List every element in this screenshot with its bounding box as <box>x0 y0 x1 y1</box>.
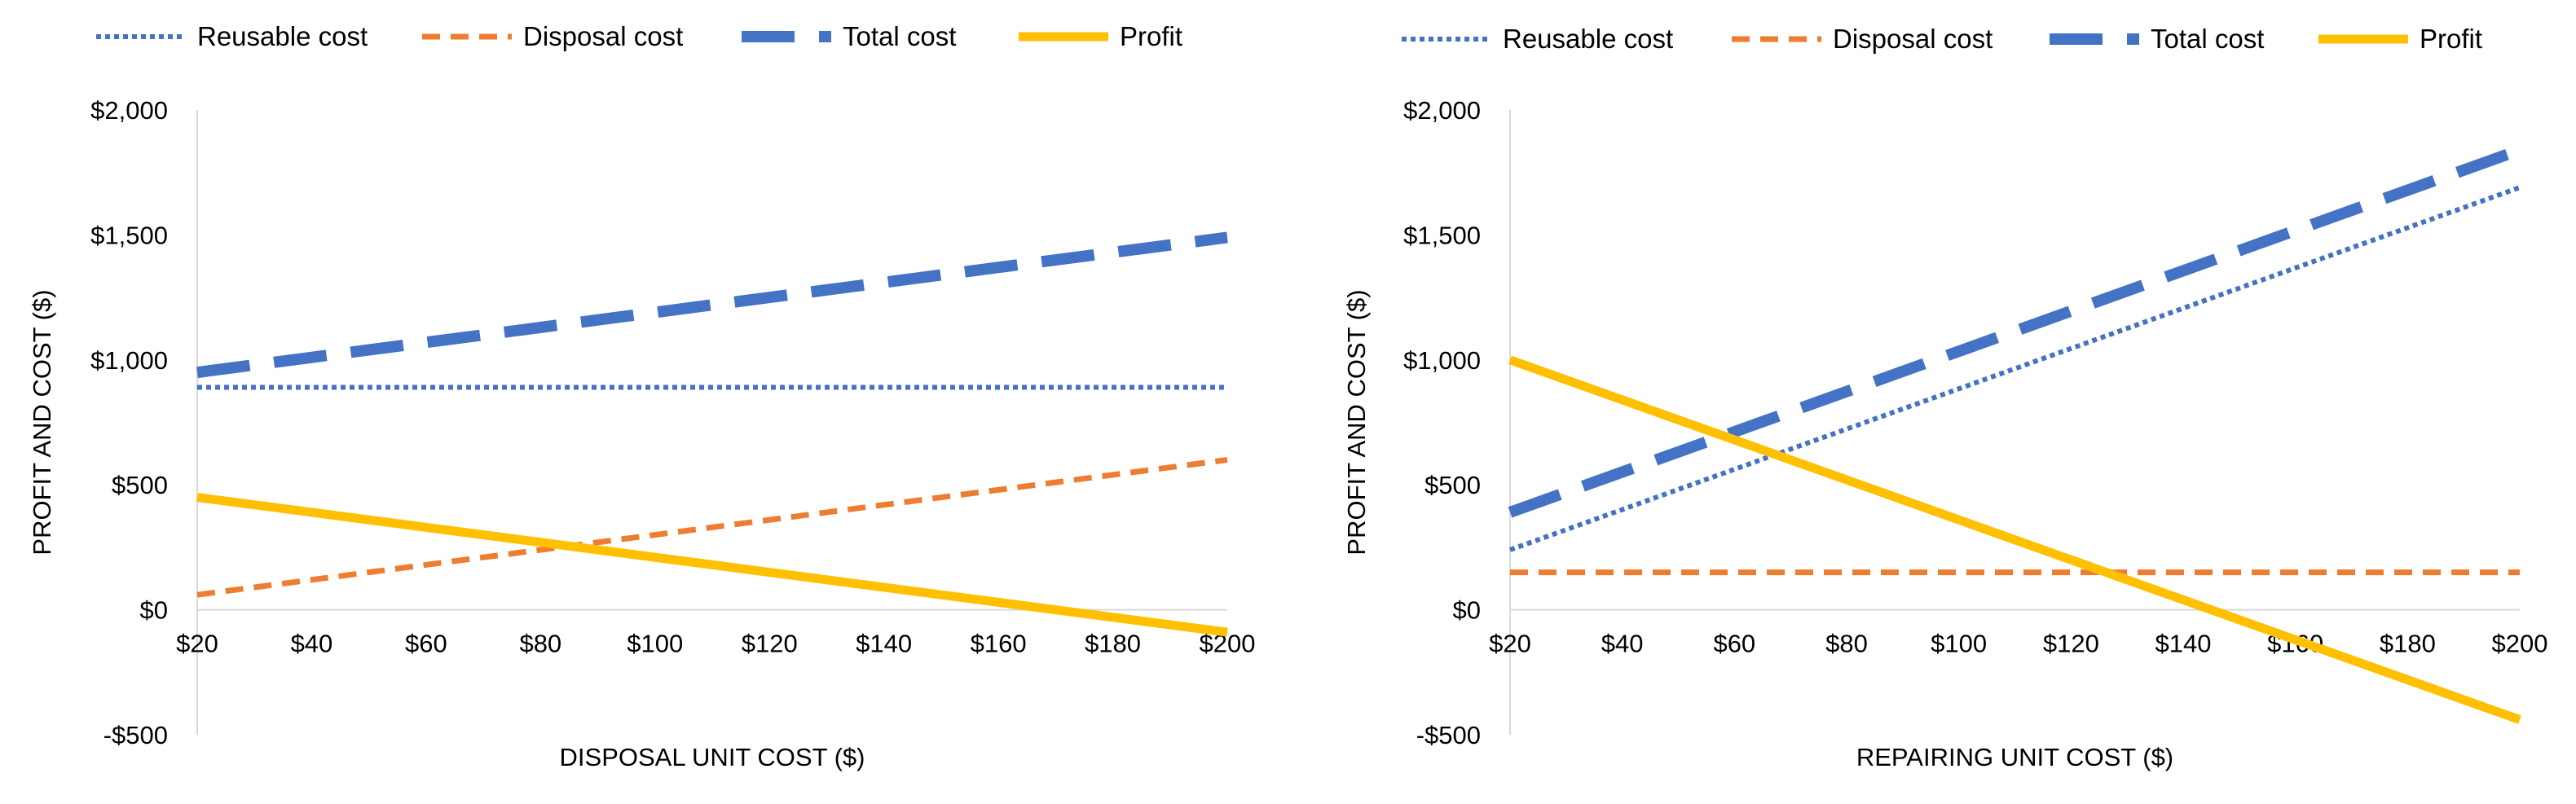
x-tick-label: $140 <box>2155 630 2212 658</box>
series-line-profit <box>1508 355 2521 724</box>
y-tick-label: $1,500 <box>1403 221 1481 249</box>
legend-label-reusable-cost: Reusable cost <box>197 21 368 51</box>
x-tick-label: $40 <box>1601 630 1644 658</box>
x-tick-label: $40 <box>291 630 333 658</box>
legend-label-profit: Profit <box>1120 21 1182 51</box>
legend-label-reusable-cost: Reusable cost <box>1503 24 1673 54</box>
x-tick-label: $180 <box>2380 630 2436 658</box>
legend-label-total-cost: Total cost <box>2151 24 2264 54</box>
legend-label-disposal-cost: Disposal cost <box>523 21 683 51</box>
y-tick-label: $1,000 <box>90 346 168 375</box>
x-tick-label: $120 <box>2043 630 2099 658</box>
y-tick-label: $500 <box>112 471 168 499</box>
series-line-disposal-cost <box>196 457 1228 598</box>
x-tick-label: $80 <box>519 630 561 658</box>
chart-disposal-unit-cost: -$500 $0 $500 $1,000 $1,500 $2,000 $20 $40 $60 $8… <box>28 21 1255 771</box>
x-tick-label: $200 <box>2492 630 2548 658</box>
legend-label-disposal-cost: Disposal cost <box>1833 24 1993 54</box>
series-line-profit <box>196 493 1228 637</box>
y-axis-title: PROFIT AND COST ($) <box>1342 289 1371 555</box>
x-tick-label: $100 <box>1931 630 1987 658</box>
x-tick-label: $60 <box>405 630 447 658</box>
y-tick-label: $1,500 <box>90 221 168 249</box>
series-line-total-cost <box>1508 144 2522 518</box>
y-tick-label: $2,000 <box>1403 96 1481 125</box>
x-tick-label: $160 <box>971 630 1027 658</box>
chart-repairing-unit-cost: -$500 $0 $500 $1,000 $1,500 $2,000 $20 $40 $60 $8… <box>1342 24 2547 771</box>
x-tick-label: $180 <box>1085 630 1141 658</box>
x-axis-title: DISPOSAL UNIT COST ($) <box>560 743 865 771</box>
x-axis-title: REPAIRING UNIT COST ($) <box>1856 743 2173 771</box>
y-tick-label: -$500 <box>1416 721 1481 749</box>
y-tick-label: -$500 <box>103 721 168 749</box>
legend-label-profit: Profit <box>2420 24 2482 54</box>
y-tick-label: $500 <box>1425 471 1481 499</box>
legend-label-total-cost: Total cost <box>843 21 956 51</box>
x-tick-label: $140 <box>856 630 912 658</box>
x-tick-label: $80 <box>1825 630 1868 658</box>
y-tick-label: $0 <box>140 596 168 625</box>
y-tick-label: $2,000 <box>90 96 168 125</box>
x-tick-label: $120 <box>742 630 798 658</box>
x-tick-label: $20 <box>1489 630 1531 658</box>
x-tick-label: $20 <box>176 630 218 658</box>
x-tick-label: $60 <box>1713 630 1755 658</box>
x-tick-label: $100 <box>627 630 683 658</box>
series-line-total-cost <box>196 231 1228 379</box>
y-tick-label: $1,000 <box>1403 346 1481 375</box>
y-tick-label: $0 <box>1453 596 1481 625</box>
series-line-reusable-cost <box>1508 185 2521 552</box>
y-axis-title: PROFIT AND COST ($) <box>28 289 56 555</box>
